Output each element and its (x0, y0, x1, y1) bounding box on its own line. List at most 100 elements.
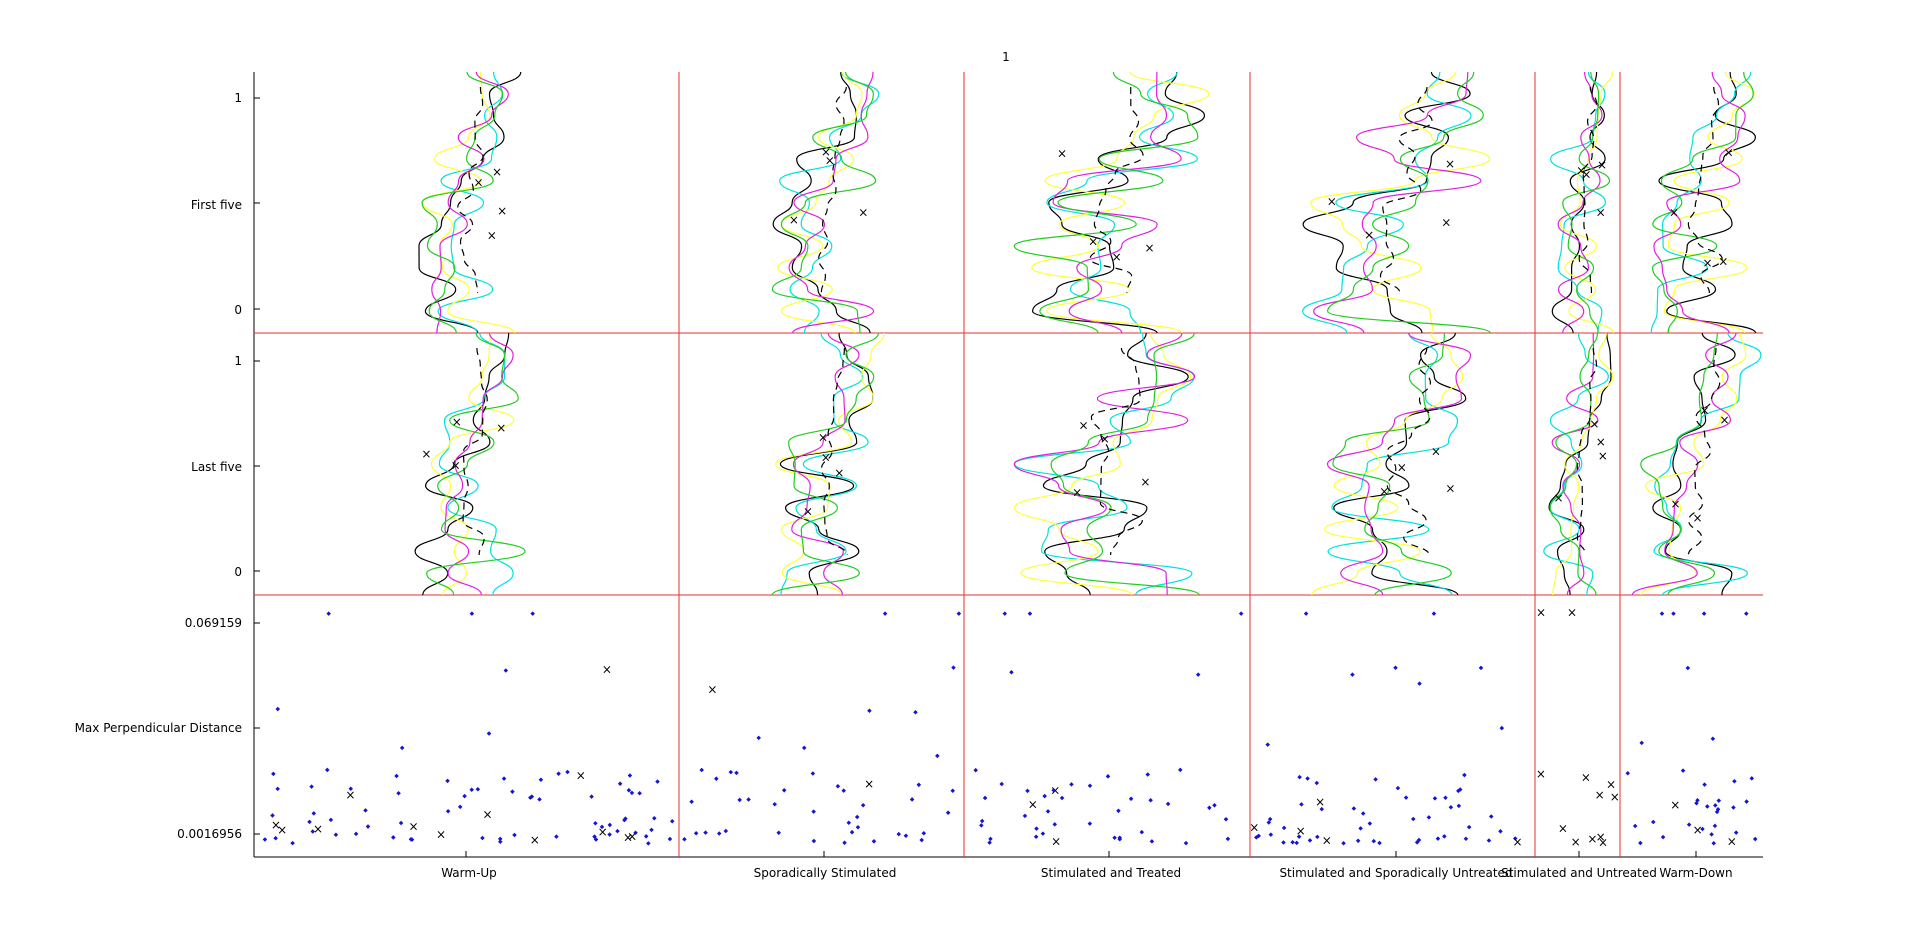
x-axis-phase-labels: Warm-Up Sporadically Stimulated Stimulat… (441, 866, 1732, 880)
perp-point-p1-13 (935, 753, 940, 759)
perp-point-p3-9 (1341, 841, 1346, 846)
perp-point-p2-4 (1212, 803, 1217, 808)
perp-point-p2-16 (982, 795, 988, 801)
perp-cross-p1-0: × (864, 777, 874, 791)
curve-p0-first-0 (418, 71, 522, 334)
perp-point-p3-5 (1268, 832, 1274, 837)
perp-point-p1-12 (689, 799, 694, 805)
curve-p5-last-4 (1640, 332, 1718, 596)
marker-x-p3-last-1: × (1379, 484, 1389, 498)
marker-x-p2-first-3: × (1057, 146, 1067, 160)
perp-point-p1-18 (716, 831, 722, 836)
perp-point-p0-33 (480, 835, 485, 841)
perp-point-p3-17 (1367, 821, 1373, 826)
curve-p1-last-4 (771, 332, 880, 596)
perp-point-p2-25 (1105, 774, 1111, 779)
perp-point-p0-75 (626, 788, 632, 793)
marker-x-p1-first-1: × (858, 205, 868, 219)
perp-point-p1-15 (909, 797, 915, 802)
row-first-five: First five 1 0 (191, 91, 242, 317)
perp-cross-p2-17: × (1051, 835, 1061, 849)
perp-point-p5-28 (1651, 819, 1656, 825)
perp-point-p3-53 (1414, 840, 1420, 845)
mean-curve-p1-first (817, 86, 847, 294)
marker-x-p2-first-1: × (1145, 241, 1155, 255)
perp-point-p0-52 (408, 837, 414, 842)
perp-point-p3-34 (1417, 681, 1422, 686)
perp-cross-p5-15: × (1727, 835, 1737, 849)
perp-point-p3-37 (1315, 834, 1320, 840)
mean-curve-p2-last (1090, 347, 1143, 556)
perp-point-p5-17 (1716, 798, 1722, 803)
perp-point-p1-27 (871, 839, 877, 844)
perp-point-p2-41 (1087, 783, 1093, 788)
perp-cross-p0-71: × (627, 830, 637, 844)
perp-point-p3-23 (1265, 742, 1270, 747)
perp-point-p1-14 (810, 771, 816, 776)
perp-point-p0-27 (262, 837, 268, 842)
perp-cross-p0-81: × (271, 818, 281, 832)
marker-x-p2-last-2: × (1140, 475, 1150, 489)
perp-point-p3-15 (1351, 806, 1357, 811)
perp-point-p2-0 (1178, 767, 1183, 773)
perp-point-p0-21 (275, 706, 281, 712)
marker-x-p0-last-1: × (421, 447, 431, 461)
perp-point-p3-52 (1281, 840, 1286, 845)
perp-point-p5-0 (1625, 771, 1631, 776)
perp-point-p2-14 (999, 781, 1004, 787)
perp-cross-p0-47: × (313, 822, 323, 836)
perp-point-p2-8 (1045, 809, 1051, 814)
marker-x-p1-first-0: × (789, 213, 799, 227)
perp-point-p1-24 (811, 838, 817, 844)
curve-p2-first-1 (1046, 71, 1198, 334)
perp-point-p2-9 (1145, 772, 1150, 777)
perp-point-p1-31 (699, 767, 704, 773)
curve-p0-last-2 (430, 332, 515, 596)
row-last-five: Last five 1 0 (191, 354, 242, 579)
perp-point-p2-23 (1165, 801, 1171, 807)
curve-p3-first-4 (1326, 71, 1491, 334)
curve-p5-last-2 (1640, 332, 1747, 596)
perp-point-p2-43 (1238, 611, 1244, 616)
perp-point-p5-3 (1744, 799, 1749, 804)
curve-p4-first-0 (1551, 71, 1606, 334)
perp-point-p0-35 (652, 815, 657, 821)
perp-cross-p3-28: × (1249, 821, 1259, 835)
perp-point-p0-64 (617, 781, 623, 786)
curve-p3-last-1 (1327, 332, 1459, 596)
perp-point-p5-30 (1732, 779, 1737, 784)
curve-p2-first-0 (1031, 71, 1206, 334)
perp-point-p0-54 (486, 731, 492, 736)
marker-x-p0-first-1: × (487, 229, 497, 243)
perp-point-p2-10 (1059, 795, 1065, 801)
curve-p4-first-4 (1562, 71, 1611, 334)
perp-point-p0-34 (629, 790, 635, 796)
perp-point-p3-1 (1350, 672, 1355, 677)
perp-point-p0-12 (537, 797, 542, 802)
perp-point-p2-35 (1042, 793, 1047, 799)
perp-point-p3-41 (1307, 838, 1313, 843)
perp-point-p0-79 (649, 827, 654, 833)
perp-point-p0-57 (328, 817, 334, 823)
perp-point-p0-7 (469, 611, 475, 616)
curve-p5-first-2 (1663, 71, 1755, 334)
perp-point-p1-26 (728, 769, 734, 775)
tick-label-last-five-top: 1 (234, 354, 242, 368)
row-label-max-perp: Max Perpendicular Distance (75, 721, 242, 735)
perp-point-p0-51 (503, 668, 509, 673)
perp-point-p0-14 (637, 790, 642, 796)
perp-point-p0-25 (326, 611, 331, 616)
perp-point-p0-45 (475, 786, 481, 792)
perp-point-p2-15 (1087, 821, 1093, 826)
perp-point-p5-19 (1686, 822, 1692, 827)
marker-x-p0-last-2: × (452, 415, 462, 429)
perp-point-p3-54 (1435, 836, 1441, 841)
perp-point-p3-57 (1299, 802, 1304, 807)
marker-x-p5-first-1: × (1718, 255, 1728, 269)
phase-label-sporadically-stimulated: Sporadically Stimulated (754, 866, 897, 880)
perp-point-p2-37 (1116, 808, 1121, 814)
curve-p1-last-1 (780, 332, 869, 596)
curve-p1-first-0 (772, 71, 871, 334)
perp-point-p0-63 (529, 794, 535, 799)
